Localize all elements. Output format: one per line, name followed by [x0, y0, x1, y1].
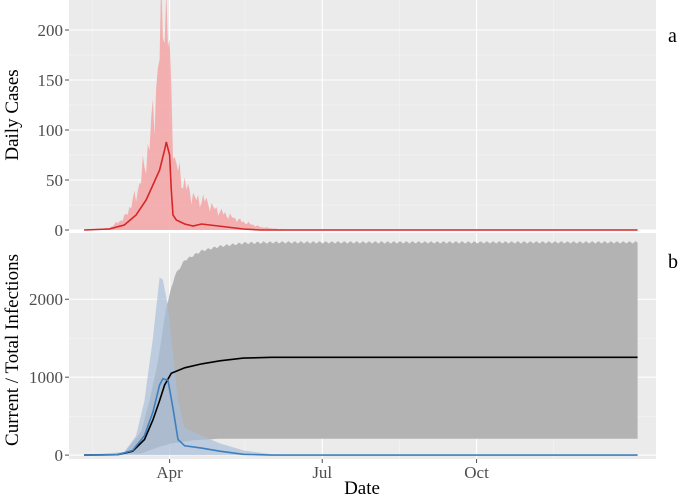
- a-y-tick-label: 200: [38, 21, 64, 40]
- x-tick-label: Jul: [312, 463, 332, 482]
- b-total-interval-band: [84, 241, 638, 456]
- panel-b-lines: [84, 356, 638, 456]
- panel-a-bands: [84, 0, 638, 230]
- x-tick-label: Apr: [156, 463, 183, 482]
- panel-b-y-ticks: 0 1000 2000: [29, 290, 69, 465]
- panel-b-x-ticks: Apr Jul Oct: [156, 459, 489, 482]
- a-y-tick-label: 100: [38, 121, 64, 140]
- a-y-tick-label: 50: [46, 171, 63, 190]
- panel-b-bands: [84, 241, 638, 456]
- b-current-interval-band: [84, 277, 638, 456]
- panel-a-y-axis-title: Daily Cases: [2, 69, 23, 160]
- x-tick-label: Oct: [464, 463, 489, 482]
- b-y-tick-label: 0: [55, 446, 64, 465]
- b-y-tick-label: 2000: [29, 290, 63, 309]
- panel-a-y-ticks: 0 50 100 150 200: [38, 21, 69, 240]
- panel-a-lines: [84, 141, 638, 231]
- a-y-tick-label: 0: [55, 221, 64, 240]
- a-median-line: [84, 141, 638, 231]
- panel-a-tag: a: [668, 25, 677, 47]
- panel-b: 0 1000 2000 Apr Jul Oct Current / Total Infe…: [2, 233, 678, 498]
- b-total-median-line: [84, 356, 638, 456]
- b-y-tick-label: 1000: [29, 368, 63, 387]
- panel-b-y-axis-title: Current / Total Infections: [2, 254, 23, 446]
- panel-a: 0 50 100 150 200 Daily Cases a: [2, 0, 677, 240]
- b-current-median-line: [84, 377, 638, 456]
- panel-b-tag: b: [668, 251, 678, 273]
- x-axis-title: Date: [344, 478, 380, 498]
- a-y-tick-label: 150: [38, 71, 64, 90]
- a-band-interval-band: [84, 0, 638, 230]
